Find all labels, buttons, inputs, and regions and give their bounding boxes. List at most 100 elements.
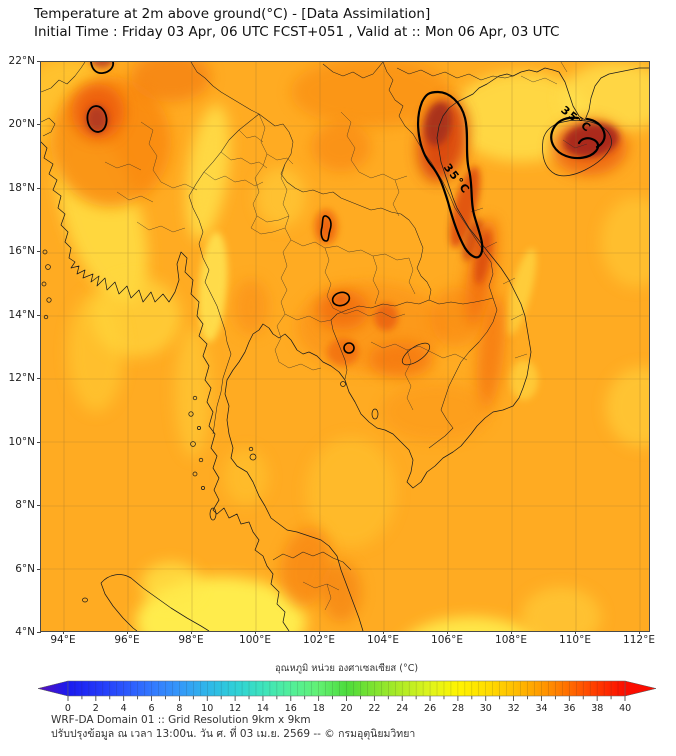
- colorbar-tick-label: 2: [92, 703, 99, 714]
- lon-tick-mark: [511, 630, 512, 634]
- lat-tick: 4°N: [15, 625, 41, 638]
- lat-tick: 14°N: [8, 308, 41, 321]
- lon-tick-mark: [319, 630, 320, 634]
- lon-tick-mark: [191, 630, 192, 634]
- lat-tick-mark: [37, 441, 41, 443]
- colorbar: [37, 680, 657, 701]
- lat-tick-label: 10°N: [8, 435, 35, 448]
- footer-domain-info: WRF-DA Domain 01 :: Grid Resolution 9km …: [51, 714, 311, 726]
- coastlines: [41, 67, 649, 631]
- colorbar-tick-label: 18: [312, 703, 325, 714]
- lon-tick-mark: [639, 630, 640, 634]
- colorbar-tick-label: 10: [201, 703, 214, 714]
- colorbar-tick-label: 6: [148, 703, 155, 714]
- latitude-axis: 22°N 20°N 18°N 16°N 14°N 12°N 10°N 8°N 6°N 4°N: [0, 55, 41, 638]
- lon-tick: 112°E: [618, 630, 660, 647]
- colorbar-tick-label: 20: [340, 703, 353, 714]
- lat-tick-mark: [37, 505, 41, 507]
- lon-tick: 108°E: [490, 630, 532, 647]
- lat-tick-mark: [37, 61, 41, 62]
- lon-tick-label: 104°E: [367, 634, 399, 646]
- lat-tick: 22°N: [8, 55, 41, 67]
- colorbar-tick-label: 28: [451, 703, 464, 714]
- colorbar-axis: 0 2 4 6 8 10 12 14 16 18 20 22 24 26 28 30 32 34 36 38 40: [54, 703, 639, 714]
- lat-tick: 6°N: [15, 562, 41, 575]
- page-title: Temperature at 2m above ground(°C) - [Da…: [34, 6, 559, 41]
- lon-tick-label: 102°E: [303, 634, 335, 646]
- lon-tick: 96°E: [106, 630, 148, 647]
- colorbar-title: อุณหภูมิ หน่วย องศาเซลเซียส (°C): [274, 663, 419, 674]
- province-borders: [104, 62, 588, 611]
- colorbar-gradient: [68, 681, 625, 696]
- colorbar-tick-label: 24: [396, 703, 409, 714]
- lon-tick-mark: [127, 630, 128, 634]
- colorbar-tick-label: 16: [284, 703, 297, 714]
- lat-tick-mark: [37, 314, 41, 316]
- lon-tick-mark: [575, 630, 576, 634]
- colorbar-tick-label: 0: [64, 703, 71, 714]
- colorbar-outline: [67, 680, 626, 697]
- colorbar-tick-label: 8: [176, 703, 183, 714]
- lon-tick: 110°E: [554, 630, 596, 647]
- footer: WRF-DA Domain 01 :: Grid Resolution 9km …: [51, 714, 415, 741]
- lon-tick-mark: [383, 630, 384, 634]
- colorbar-tick-label: 34: [535, 703, 548, 714]
- lat-tick-mark: [37, 187, 41, 189]
- lat-tick: 10°N: [8, 435, 41, 448]
- lat-tick-label: 20°N: [8, 118, 35, 131]
- colorbar-tick-label: 40: [619, 703, 632, 714]
- lon-tick-label: 106°E: [431, 634, 463, 646]
- lon-tick: 100°E: [234, 630, 276, 647]
- country-borders: [41, 62, 514, 571]
- lat-tick-label: 4°N: [15, 625, 35, 638]
- map-frame: 35°C 35°C: [40, 61, 650, 632]
- lat-tick-label: 16°N: [8, 245, 35, 258]
- lat-tick: 18°N: [8, 181, 41, 194]
- lon-tick-mark: [63, 630, 64, 634]
- lat-tick-mark: [37, 378, 41, 380]
- colorbar-tick-label: 14: [256, 703, 269, 714]
- colorbar-tick-marks: [67, 681, 626, 701]
- lon-tick-mark: [255, 630, 256, 634]
- colorbar-tick-label: 38: [591, 703, 604, 714]
- lon-tick: 104°E: [362, 630, 404, 647]
- title-line2: Initial Time : Friday 03 Apr, 06 UTC FCS…: [34, 23, 560, 40]
- lat-tick-mark: [37, 568, 41, 570]
- map-canvas: 35°C 35°C: [41, 62, 649, 631]
- lon-tick-label: 112°E: [623, 634, 655, 646]
- lat-tick-mark: [37, 251, 41, 253]
- colorbar-left-arrow: [37, 680, 69, 697]
- lon-tick-label: 108°E: [495, 634, 527, 646]
- lat-tick-label: 18°N: [8, 181, 35, 194]
- lon-tick-label: 110°E: [559, 634, 591, 646]
- longitude-axis: 94°E 96°E 98°E 100°E 102°E 104°E 106°E 108°E 110…: [42, 630, 660, 647]
- colorbar-tick-label: 26: [424, 703, 437, 714]
- lat-tick: 20°N: [8, 118, 41, 131]
- colorbar-tick-label: 30: [479, 703, 492, 714]
- lat-tick-mark: [37, 631, 41, 633]
- lon-tick-label: 98°E: [178, 634, 204, 646]
- lat-tick: 12°N: [9, 372, 41, 384]
- colorbar-tick-label: 4: [120, 703, 127, 714]
- lon-tick: 98°E: [170, 630, 212, 647]
- lon-tick: 106°E: [426, 630, 468, 647]
- lat-tick-label: 14°N: [8, 308, 35, 321]
- lat-tick: 8°N: [15, 499, 41, 512]
- lat-tick: 16°N: [8, 245, 41, 258]
- lat-tick-label: 8°N: [15, 499, 35, 512]
- colorbar-tick-label: 22: [368, 703, 381, 714]
- lon-tick: 102°E: [298, 630, 340, 647]
- contour-35c: [86, 62, 606, 354]
- colorbar-right-arrow: [624, 680, 657, 697]
- footer-update-info: ปรับปรุงข้อมูล ณ เวลา 13:00น. วัน ศ. ที่…: [51, 727, 416, 740]
- lon-tick-label: 100°E: [239, 634, 271, 646]
- colorbar-tick-label: 36: [563, 703, 576, 714]
- lon-tick-label: 96°E: [114, 634, 140, 646]
- title-line1: Temperature at 2m above ground(°C) - [Da…: [34, 6, 431, 22]
- colorbar-tick-label: 12: [229, 703, 242, 714]
- lon-tick-label: 94°E: [50, 634, 76, 646]
- lat-tick-label: 6°N: [15, 562, 35, 575]
- colorbar-tick-label: 32: [507, 703, 520, 714]
- lat-tick-label: 22°N: [8, 55, 35, 67]
